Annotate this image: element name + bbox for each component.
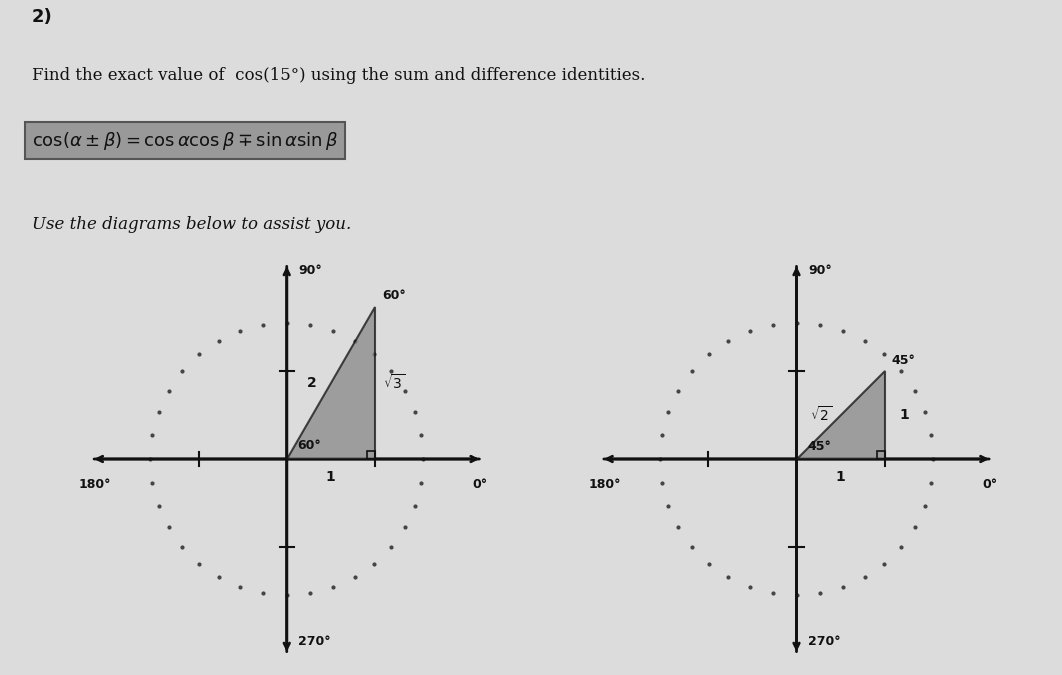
Text: 2): 2) bbox=[32, 8, 53, 26]
Text: 90°: 90° bbox=[808, 263, 832, 277]
Text: 270°: 270° bbox=[298, 635, 330, 648]
Polygon shape bbox=[287, 306, 375, 459]
Text: 60°: 60° bbox=[382, 289, 406, 302]
Polygon shape bbox=[796, 371, 885, 459]
Text: 1: 1 bbox=[836, 470, 845, 483]
Text: 60°: 60° bbox=[297, 439, 321, 452]
Bar bbox=[366, 451, 375, 459]
Text: $\cos(\alpha \pm \beta) = \cos\alpha\cos\beta \mp \sin\alpha\sin\beta$: $\cos(\alpha \pm \beta) = \cos\alpha\cos… bbox=[32, 130, 338, 152]
Text: 270°: 270° bbox=[808, 635, 840, 648]
Text: 45°: 45° bbox=[807, 440, 830, 453]
Text: 0°: 0° bbox=[473, 479, 489, 491]
Text: 180°: 180° bbox=[588, 479, 621, 491]
Text: $\sqrt{3}$: $\sqrt{3}$ bbox=[383, 373, 406, 392]
Text: 1: 1 bbox=[900, 408, 909, 422]
Text: Find the exact value of  cos(15°) using the sum and difference identities.: Find the exact value of cos(15°) using t… bbox=[32, 68, 646, 84]
Text: $\sqrt{2}$: $\sqrt{2}$ bbox=[810, 406, 833, 425]
Text: 90°: 90° bbox=[298, 263, 322, 277]
Bar bbox=[876, 451, 885, 459]
Text: 180°: 180° bbox=[79, 479, 112, 491]
Text: 1: 1 bbox=[326, 470, 336, 483]
Text: 45°: 45° bbox=[892, 354, 915, 367]
Text: Use the diagrams below to assist you.: Use the diagrams below to assist you. bbox=[32, 216, 352, 233]
Text: 0°: 0° bbox=[982, 479, 998, 491]
Text: 2: 2 bbox=[307, 376, 316, 389]
